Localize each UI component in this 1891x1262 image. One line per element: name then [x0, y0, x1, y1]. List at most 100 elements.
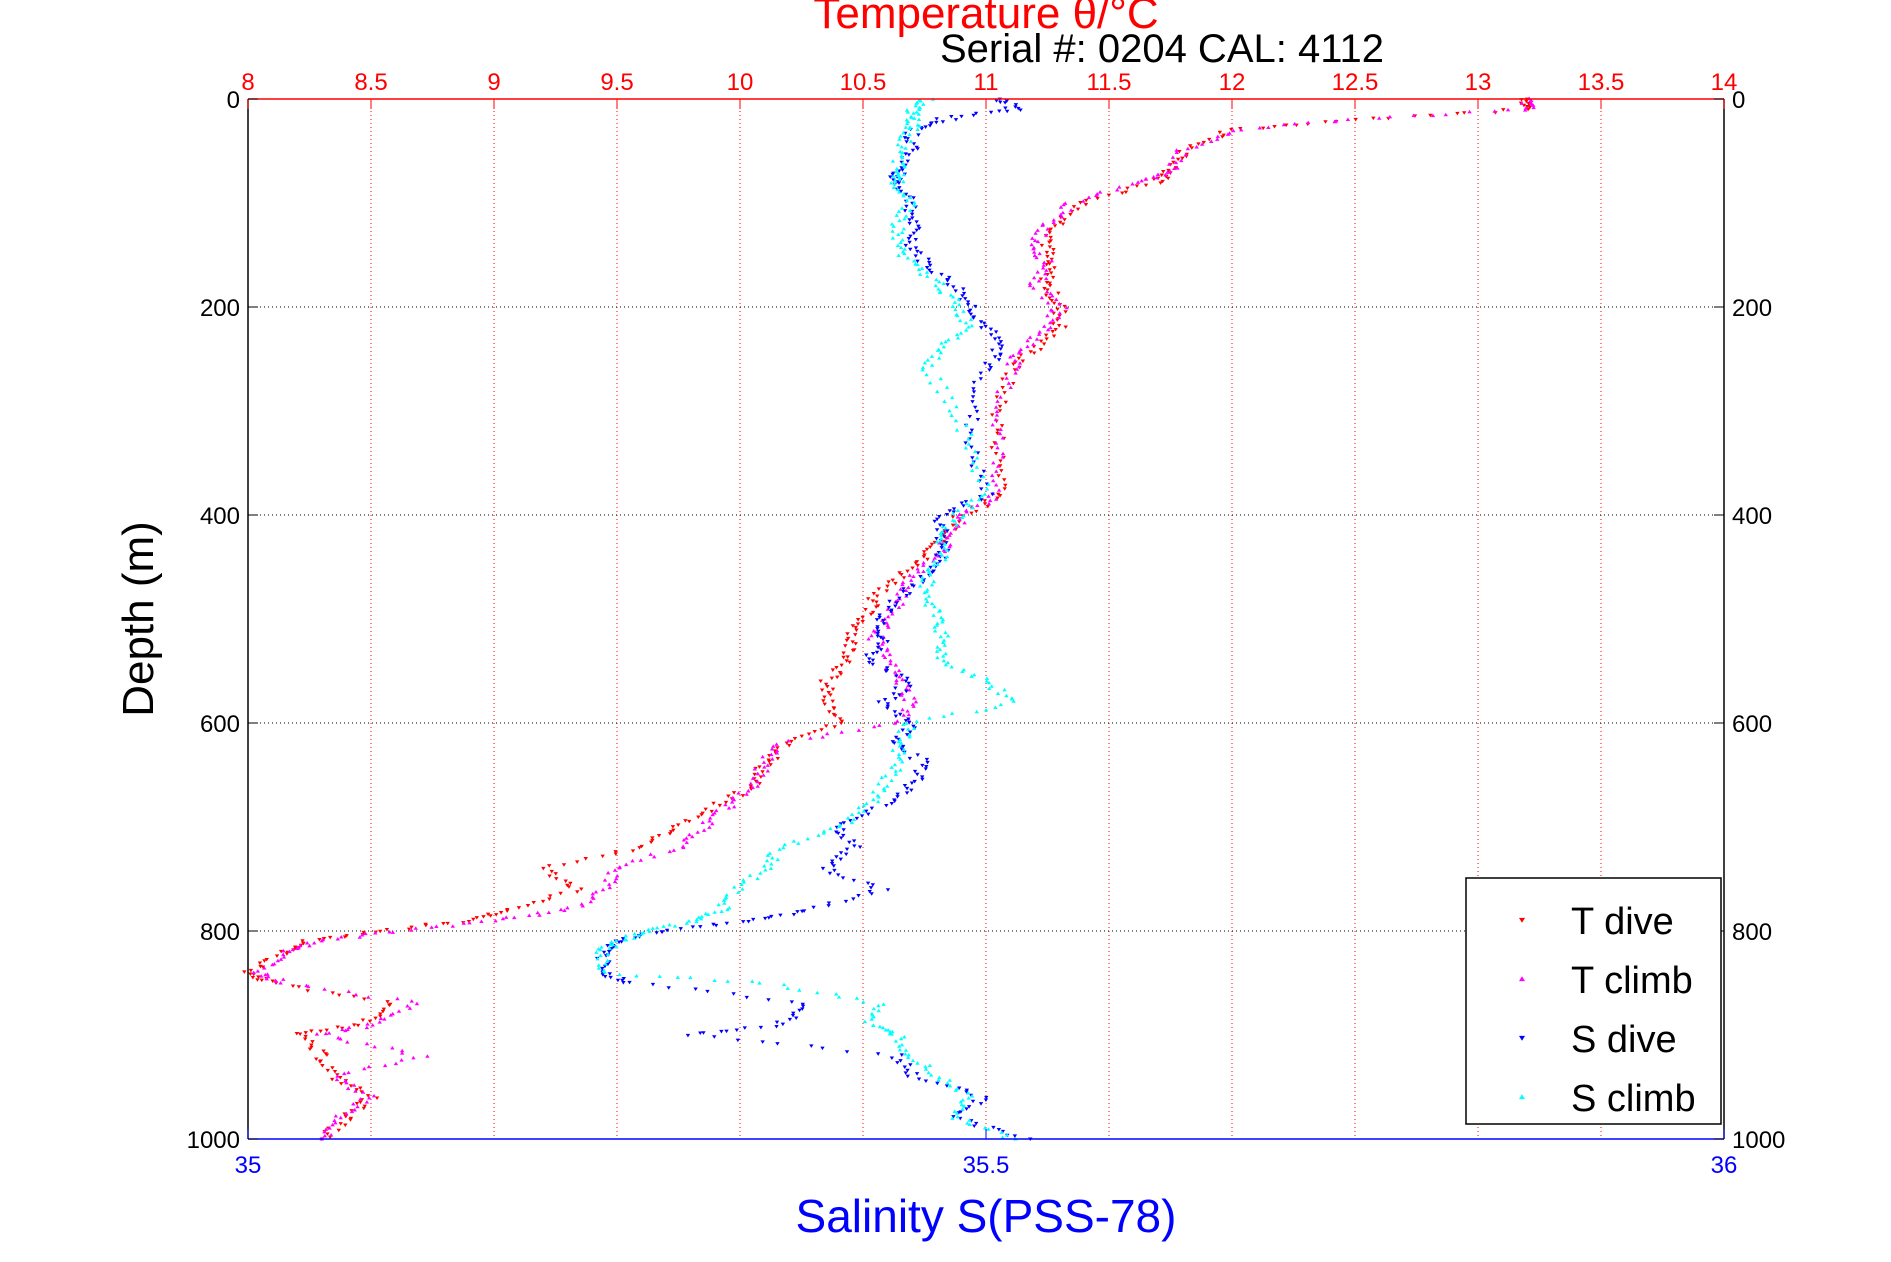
data-point: [1165, 176, 1171, 181]
data-point: [767, 760, 772, 764]
data-point: [1455, 111, 1460, 116]
data-point: [903, 125, 908, 129]
data-point: [934, 539, 940, 544]
data-point: [822, 695, 827, 700]
data-point: [910, 216, 915, 220]
data-point: [944, 512, 950, 517]
data-point: [1027, 281, 1033, 285]
data-point: [972, 449, 978, 454]
data-point: [986, 680, 992, 685]
data-point: [746, 788, 751, 793]
data-point: [938, 350, 944, 355]
data-point: [893, 769, 898, 773]
data-point: [596, 963, 601, 967]
data-point: [1123, 190, 1129, 195]
data-point: [1060, 222, 1066, 227]
data-point: [1039, 243, 1045, 248]
temperature-tick-label: 14: [1711, 69, 1738, 96]
data-point: [829, 676, 835, 681]
data-point: [959, 1102, 964, 1107]
data-point: [281, 955, 287, 959]
data-point: [897, 596, 902, 601]
data-point: [686, 919, 692, 923]
data-point: [617, 865, 622, 870]
data-point: [342, 935, 348, 939]
temperature-tick-label: 12: [1219, 69, 1246, 96]
data-point: [812, 730, 817, 734]
data-point: [909, 578, 914, 582]
data-point: [344, 1111, 349, 1116]
data-point: [902, 1065, 907, 1070]
data-point: [844, 1050, 850, 1054]
data-point: [701, 828, 707, 832]
data-point: [339, 935, 344, 939]
data-point: [731, 791, 737, 795]
data-point: [1032, 351, 1037, 356]
data-point: [893, 604, 898, 608]
data-point: [1159, 173, 1164, 178]
data-point: [849, 820, 855, 825]
data-point: [594, 950, 599, 954]
data-point: [947, 1083, 953, 1088]
data-point: [372, 1044, 377, 1049]
data-point: [898, 134, 903, 138]
data-point: [701, 1031, 706, 1035]
data-point: [945, 633, 951, 638]
data-point: [941, 658, 947, 663]
data-point: [892, 181, 897, 186]
data-point: [1029, 242, 1034, 247]
data-point: [910, 148, 916, 153]
data-point: [648, 852, 653, 856]
data-point: [1031, 342, 1036, 346]
data-point: [353, 1089, 358, 1093]
data-point: [667, 832, 673, 836]
data-point: [936, 1077, 941, 1082]
data-point: [860, 619, 865, 624]
data-point: [951, 285, 956, 289]
data-point: [334, 1077, 340, 1082]
data-point: [450, 924, 455, 928]
data-point: [1199, 142, 1205, 146]
data-point: [617, 972, 622, 977]
data-point: [907, 221, 912, 226]
data-point: [667, 922, 672, 927]
data-point: [907, 734, 912, 739]
data-point: [981, 474, 986, 479]
data-point: [711, 922, 716, 927]
data-point: [760, 1040, 765, 1044]
legend-marker: [1519, 976, 1525, 982]
data-point: [1047, 240, 1052, 245]
data-point: [904, 786, 910, 791]
data-point: [935, 621, 940, 626]
data-point: [338, 1075, 343, 1080]
data-point: [317, 1060, 323, 1064]
data-point: [931, 613, 936, 617]
data-point: [940, 620, 945, 624]
data-point: [531, 900, 536, 905]
data-point: [1016, 350, 1022, 355]
data-point: [885, 784, 890, 788]
data-point: [883, 669, 889, 674]
data-point: [883, 773, 888, 778]
data-point: [1151, 174, 1156, 179]
data-point: [752, 767, 757, 771]
data-point: [1006, 381, 1012, 385]
data-point: [828, 693, 833, 697]
data-point: [936, 287, 941, 291]
data-point: [942, 545, 947, 550]
data-point: [871, 592, 877, 596]
data-point: [893, 772, 899, 776]
data-point: [912, 696, 917, 700]
data-point: [897, 1044, 902, 1048]
data-point: [851, 817, 857, 821]
data-point: [841, 821, 847, 825]
data-point: [1143, 176, 1149, 181]
data-point: [963, 297, 968, 301]
data-point: [885, 702, 891, 706]
data-point: [901, 589, 906, 594]
data-point: [956, 1111, 961, 1115]
data-point: [939, 615, 944, 620]
data-point: [785, 986, 790, 990]
data-point: [928, 565, 933, 570]
data-point: [1094, 193, 1099, 197]
